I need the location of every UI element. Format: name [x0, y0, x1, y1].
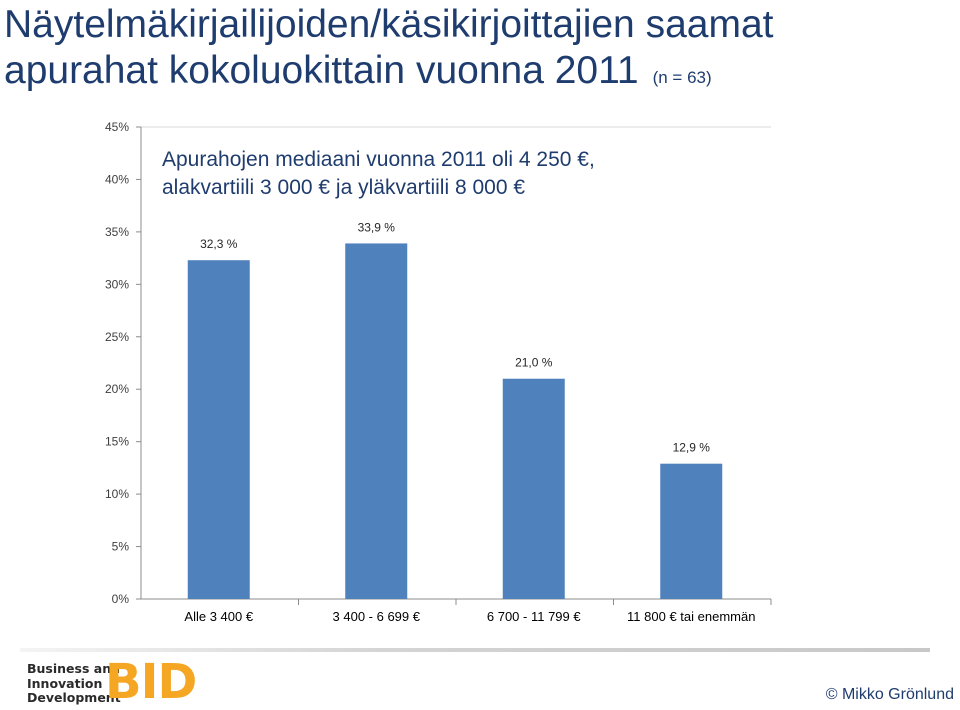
y-tick-label: 25% [105, 330, 129, 344]
y-tick-label: 20% [105, 382, 129, 396]
data-label: 12,9 % [673, 441, 711, 455]
x-tick-label: 3 400 - 6 699 € [333, 609, 421, 624]
data-label: 33,9 % [358, 220, 396, 234]
data-label: 21,0 % [515, 356, 553, 370]
x-tick-label: 11 800 € tai enemmän [627, 609, 755, 624]
title-line-2: apurahat kokoluokittain vuonna 2011 [4, 49, 639, 92]
annotation-line-1: Apurahojen mediaani vuonna 2011 oli 4 25… [162, 148, 595, 171]
y-tick-label: 15% [105, 435, 129, 449]
x-tick-label: Alle 3 400 € [184, 609, 253, 624]
page-title: Näytelmäkirjailijoiden/käsikirjoittajien… [4, 2, 954, 101]
copyright: © Mikko Grönlund [825, 686, 954, 703]
sample-size: (n = 63) [652, 68, 712, 87]
y-tick-label: 45% [105, 120, 129, 134]
y-tick-label: 40% [105, 172, 129, 186]
title-line-1: Näytelmäkirjailijoiden/käsikirjoittajien… [4, 3, 774, 46]
logo-text: Business and Innovation Development [27, 661, 121, 705]
x-tick-label: 6 700 - 11 799 € [487, 609, 581, 624]
data-label: 32,3 % [200, 237, 238, 251]
y-tick-label: 5% [112, 540, 130, 554]
annotation-line-2: alakvartiili 3 000 € ja yläkvartiili 8 0… [162, 176, 525, 199]
bar [187, 260, 250, 599]
bar [660, 463, 723, 599]
bar [345, 243, 408, 599]
logo-mark: BID [105, 654, 197, 710]
y-tick-label: 10% [105, 487, 129, 501]
bar [502, 378, 565, 599]
y-tick-label: 35% [105, 225, 129, 239]
y-tick-label: 0% [112, 592, 130, 606]
y-tick-label: 30% [105, 277, 129, 291]
footer-divider [20, 648, 930, 652]
